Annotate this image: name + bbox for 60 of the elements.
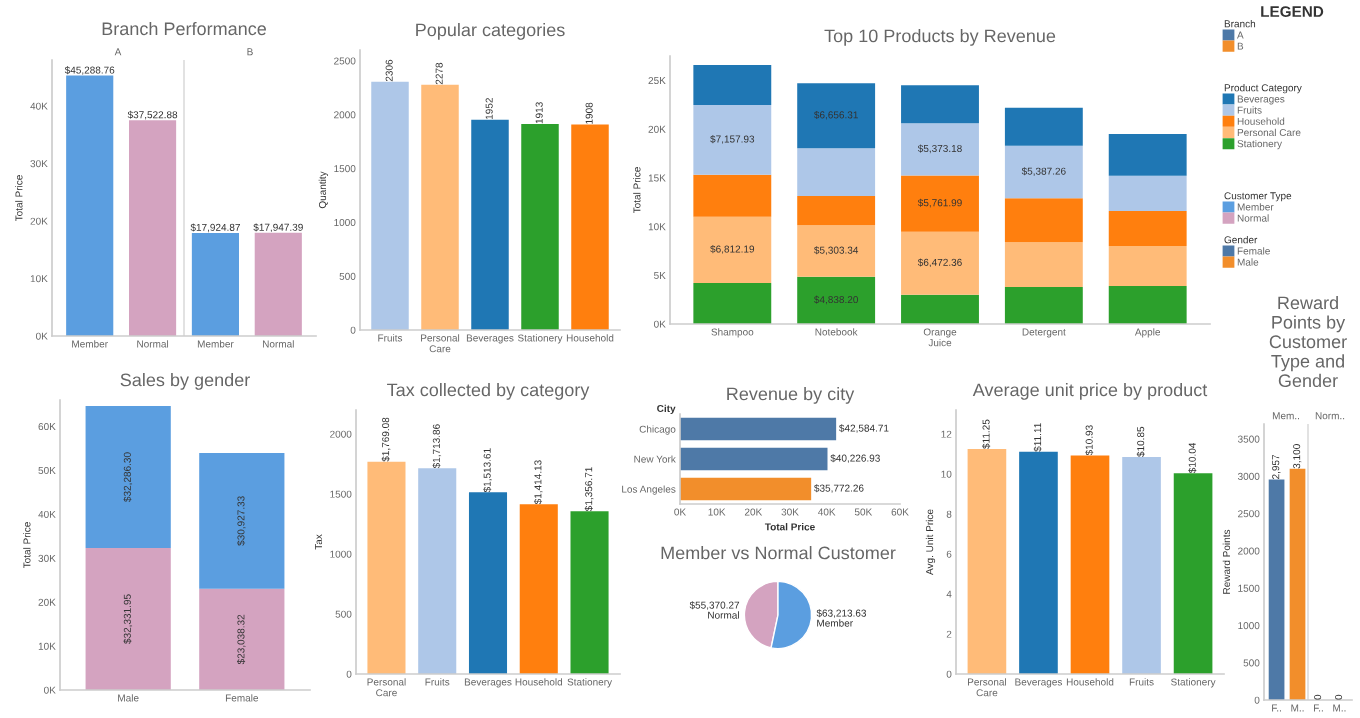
bar (468, 492, 508, 674)
bar (693, 65, 772, 106)
bar (367, 461, 406, 674)
bar (1019, 451, 1058, 674)
chart-title: Revenue by city (727, 387, 855, 404)
bar (680, 417, 837, 441)
bar (797, 83, 876, 149)
bar (797, 225, 876, 277)
bar (85, 547, 171, 690)
bar (1173, 473, 1213, 674)
bar (1108, 285, 1187, 324)
chart-title: Tax collected by category (387, 383, 590, 400)
bar (519, 504, 558, 674)
bar (967, 449, 1007, 674)
bar (901, 85, 979, 124)
bar (693, 105, 772, 175)
bar (1004, 242, 1083, 287)
bar (521, 123, 559, 330)
bar (797, 195, 876, 226)
bar (901, 294, 979, 324)
bar (797, 148, 876, 196)
bar (1108, 133, 1187, 176)
bar (199, 452, 285, 589)
bar (1070, 455, 1110, 674)
bar (797, 276, 876, 324)
bar (1108, 210, 1187, 247)
chart-title: Top 10 Products by Revenue (824, 29, 1056, 46)
bar (1108, 175, 1187, 211)
chart-title: Reward Points by Customer Type and Gender (1269, 296, 1347, 388)
bar (693, 283, 772, 324)
bar (471, 119, 509, 330)
bar (693, 174, 772, 217)
bar (901, 231, 979, 295)
bar (421, 84, 459, 330)
bar (693, 216, 772, 284)
bar (680, 477, 812, 501)
bar (85, 406, 171, 548)
bar (901, 123, 979, 176)
chart-title: Average unit price by product (972, 383, 1208, 400)
bar (1004, 145, 1083, 199)
bar (199, 588, 285, 690)
bar (1004, 286, 1083, 324)
chart-title: Branch Performance (102, 21, 266, 36)
bar (418, 468, 457, 674)
chart-title: Popular categories (416, 23, 565, 40)
bar (901, 175, 979, 232)
bar (680, 447, 828, 471)
bar (1108, 246, 1187, 286)
chart-title: Sales by gender (120, 373, 250, 390)
bar (1004, 107, 1083, 146)
bar (371, 81, 409, 330)
bar (1004, 198, 1083, 243)
bar (129, 120, 177, 336)
bar (571, 124, 609, 330)
bar (66, 75, 114, 336)
bar (254, 232, 302, 336)
bar (1122, 457, 1161, 674)
chart-title: Member vs Normal Customer (661, 546, 896, 560)
bar (570, 511, 609, 674)
bar (191, 232, 239, 336)
